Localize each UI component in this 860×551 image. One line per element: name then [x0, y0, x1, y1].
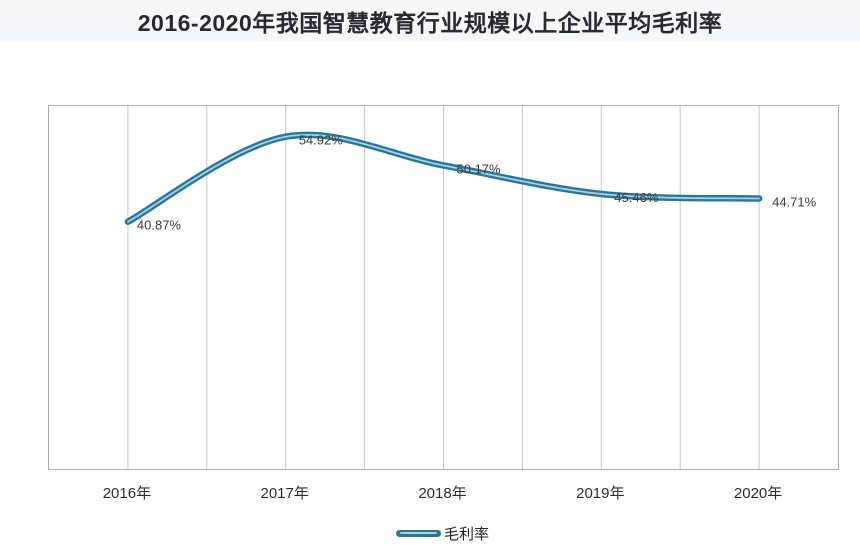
- x-axis-label: 2016年: [102, 485, 152, 502]
- data-point-label: 50.17%: [457, 161, 502, 176]
- legend: 毛利率: [48, 521, 837, 545]
- chart-title: 2016-2020年我国智慧教育行业规模以上企业平均毛利率: [137, 10, 723, 36]
- data-point-label: 40.87%: [137, 218, 182, 233]
- data-point-label: 44.71%: [772, 195, 817, 210]
- chart-title-bar: 2016-2020年我国智慧教育行业规模以上企业平均毛利率: [0, 0, 860, 42]
- series-line-highlight: [127, 133, 760, 223]
- x-axis: 2016年 2017年 2018年 2019年 2020年: [48, 482, 837, 504]
- line-chart-canvas: 40.87% 54.92% 50.17% 45.46% 44.71%: [124, 106, 817, 469]
- data-point-label: 54.92%: [299, 133, 344, 148]
- x-axis-label: 2020年: [733, 485, 783, 502]
- x-axis-label: 2017年: [260, 485, 309, 502]
- x-axis-label: 2018年: [418, 485, 467, 502]
- x-axis-label: 2019年: [576, 485, 625, 502]
- legend-series-label: 毛利率: [443, 525, 489, 543]
- data-point-label: 45.46%: [614, 190, 659, 205]
- legend-line-marker: [395, 529, 441, 537]
- plot-area: 40.87% 54.92% 50.17% 45.46% 44.71%: [48, 105, 839, 470]
